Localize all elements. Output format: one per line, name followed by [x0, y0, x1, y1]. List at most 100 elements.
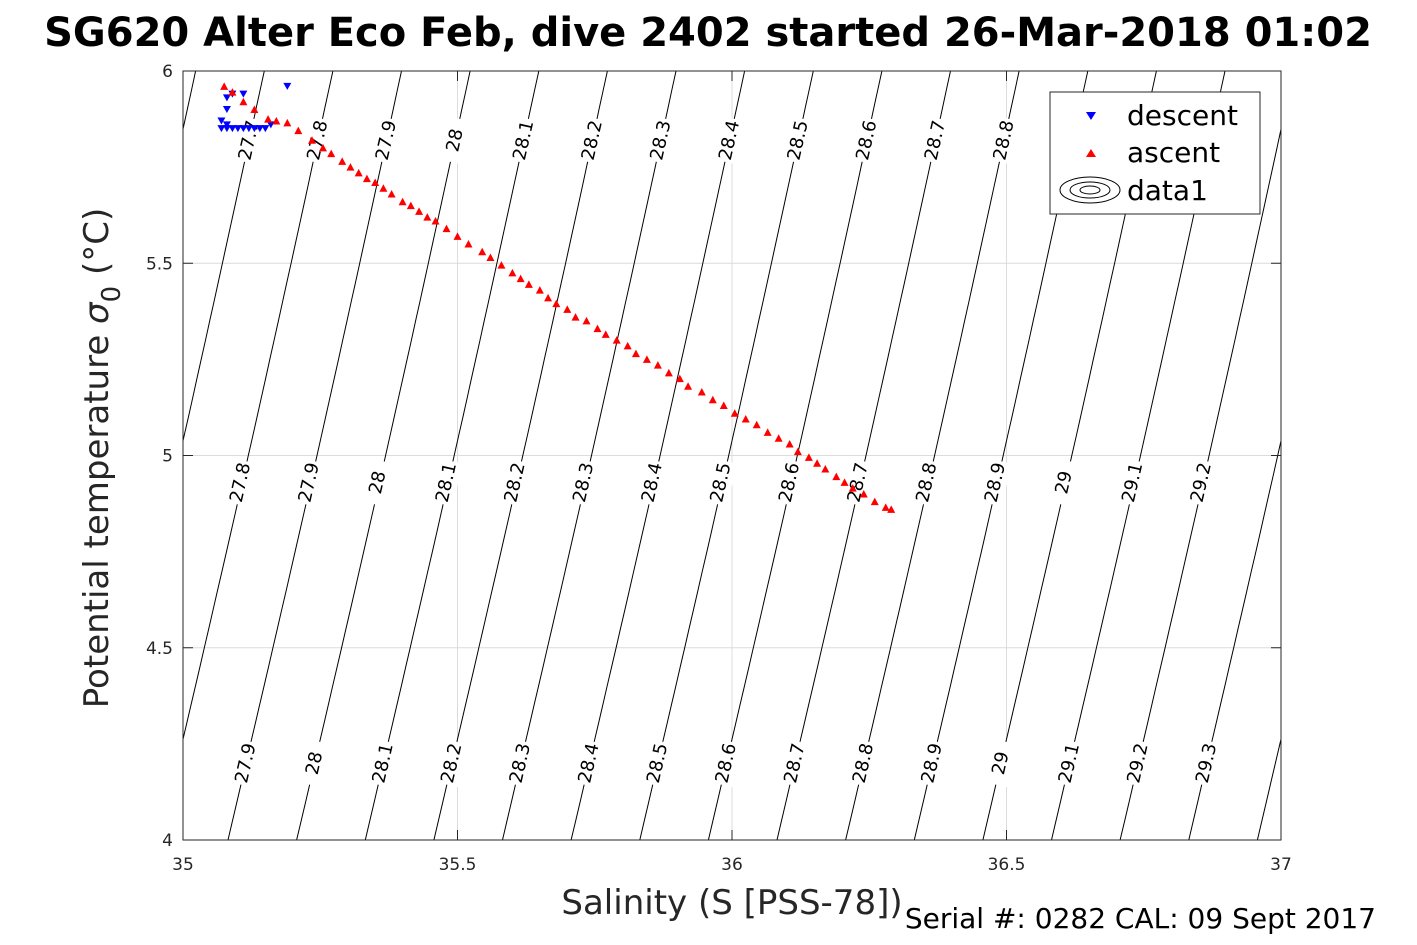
ascent-point [730, 409, 739, 417]
isopycnal-line [1119, 126, 1281, 840]
descent-point [283, 82, 292, 90]
ascent-point [887, 505, 896, 513]
descent-point [228, 125, 237, 133]
legend-item-descent: descent [1086, 99, 1238, 132]
ascent-point [708, 395, 717, 404]
contour-label: 29 [988, 750, 1014, 777]
ascent-point [601, 330, 610, 338]
isopycnal-line [570, 71, 746, 840]
descent-point [222, 105, 231, 113]
descent-point [217, 125, 226, 133]
isopycnal-line [502, 71, 677, 840]
isopycnal-line [433, 71, 608, 840]
descent-point [250, 125, 259, 133]
contour-label-bg [772, 458, 806, 507]
contour-label-bg [228, 738, 262, 788]
contour-label-bg [566, 458, 600, 507]
ascent-point [362, 174, 371, 183]
ascent-point [675, 374, 684, 383]
descent-point [217, 117, 226, 125]
ascent-point [785, 439, 794, 448]
contour-label-bg [1052, 738, 1086, 788]
x-axis-ticks: 35 35.5 36 36.5 37 [172, 71, 1292, 875]
x-axis-label: Salinity (S [PSS-78]) [561, 883, 902, 923]
isopycnal-line [776, 71, 951, 840]
ascent-point [264, 115, 273, 123]
ascent-point [804, 453, 813, 461]
contour-label: 28 [302, 750, 328, 777]
ascent-point [552, 299, 561, 308]
ascent-point [478, 247, 487, 256]
contour-label-bg [297, 738, 331, 788]
legend-label-ascent: ascent [1127, 136, 1220, 169]
contour-label-bg [360, 458, 394, 507]
descent-point [222, 94, 231, 102]
ascent-point [653, 361, 662, 369]
contour-legend-icon [1059, 176, 1121, 204]
ascent-point [423, 213, 432, 221]
ascent-point [763, 428, 772, 436]
contour-label-bg [429, 458, 463, 507]
contour-label-bg [640, 738, 674, 788]
ascent-point [464, 240, 473, 248]
ascent-point [582, 316, 591, 325]
ascent-point [294, 126, 303, 135]
contour-label-bg [503, 738, 537, 788]
y-tick-label: 5 [162, 447, 173, 467]
contour-label: 28 [442, 127, 468, 154]
ascent-point [387, 190, 396, 198]
descent-point [239, 90, 248, 98]
ascent-point [881, 503, 890, 511]
contour-label-bg [712, 116, 746, 165]
ascent-point [612, 336, 621, 344]
ascent-point [719, 401, 728, 410]
x-tick-label: 36 [721, 855, 743, 875]
ascent-point [308, 136, 317, 144]
contour-label-bg [777, 738, 811, 788]
contour-label-bg [300, 116, 334, 165]
contour-label-bg [983, 738, 1017, 788]
contour-label-bg [369, 116, 403, 165]
contour-label-bg [223, 458, 257, 507]
ascent-point [354, 168, 363, 177]
ascent-point [398, 197, 407, 206]
x-tick-label: 36.5 [988, 855, 1026, 875]
y-axis-label: Potential temperature σ0 (°C) [77, 208, 127, 708]
ascent-point [774, 434, 783, 442]
ascent-point [250, 105, 259, 113]
ascent-point [571, 313, 580, 321]
isopycnal-line [364, 71, 540, 840]
contour-label-bg [366, 738, 400, 788]
ascent-point [832, 472, 841, 481]
contour-label: 29 [1051, 469, 1077, 496]
contour-label-bg [575, 116, 609, 165]
ascent-point [593, 324, 602, 333]
contour-label-bg [703, 458, 737, 507]
y-tick-label: 6 [162, 62, 173, 82]
contour-label-bg [918, 116, 952, 165]
legend-item-data1: data1 [1059, 174, 1208, 207]
isopycnal-line [639, 71, 814, 840]
legend-label-data1: data1 [1127, 174, 1208, 207]
contour-label-bg [434, 738, 468, 788]
contour-label-bg [437, 116, 472, 165]
isopycnal-line [296, 71, 471, 840]
contour-label-bg [1120, 738, 1155, 788]
y-axis-ticks: 4 4.5 5 5.5 6 [146, 62, 1281, 851]
contour-label-bg [1115, 458, 1149, 507]
ascent-point [642, 355, 651, 363]
x-tick-label: 35.5 [439, 855, 477, 875]
ascent-point [442, 224, 451, 233]
ascent-point [859, 489, 868, 498]
y-tick-label: 4 [162, 831, 173, 851]
contour-label-bg [709, 738, 743, 788]
ascent-point [228, 88, 237, 96]
contour-label-bg [909, 458, 943, 507]
descent-point [244, 125, 253, 133]
ascent-point [318, 143, 327, 152]
ascent-point [497, 261, 506, 269]
ascent-point [327, 149, 336, 158]
contour-label-bg [571, 738, 606, 788]
legend-label-descent: descent [1127, 99, 1238, 132]
